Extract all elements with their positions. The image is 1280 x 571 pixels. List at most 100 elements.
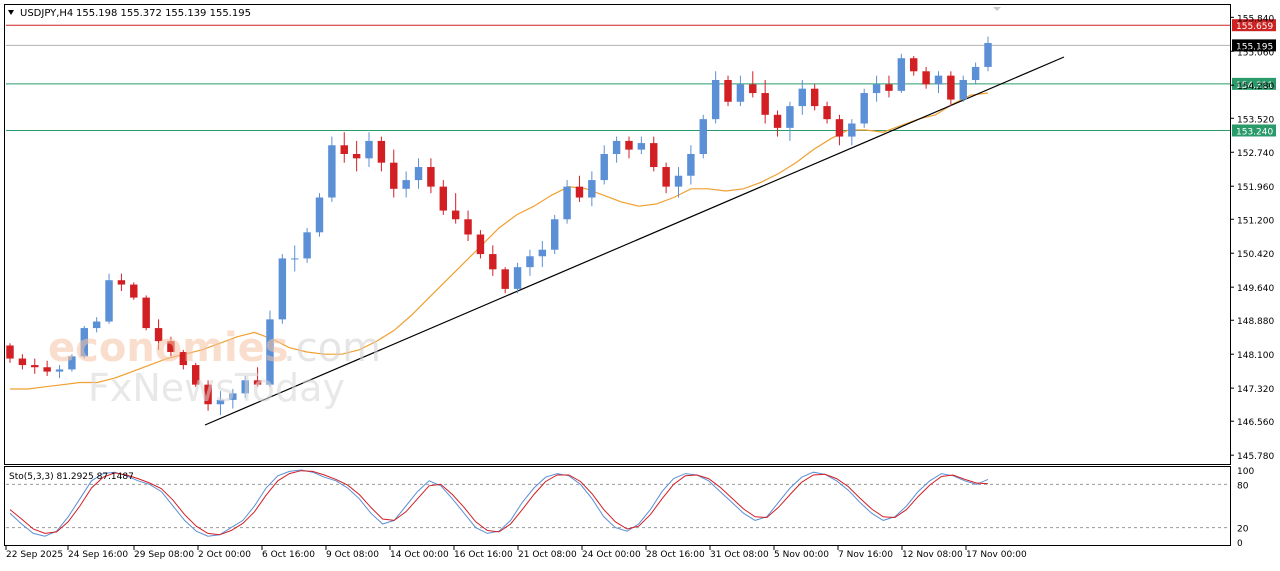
candle-body [340, 145, 348, 154]
candle-body [563, 186, 571, 220]
candle-body [823, 106, 831, 120]
candle-body [749, 84, 757, 94]
candle-body [550, 219, 559, 250]
x-axis-tick-label: 9 Oct 08:00 [326, 550, 379, 560]
candle-body [328, 145, 336, 198]
candle-body [105, 280, 113, 322]
svg-text:.com: .com [283, 325, 381, 371]
candle-body [68, 356, 76, 370]
x-axis-tick-label: 7 Nov 16:00 [838, 550, 893, 560]
price-level-tag-resistance [1232, 19, 1276, 32]
stochastic-plot-frame [4, 466, 1231, 546]
svg-text:economies: economies [48, 325, 289, 371]
candle-body [885, 84, 893, 91]
candle-body [315, 197, 324, 233]
candle-body [625, 140, 633, 150]
x-axis-tick-label: 16 Oct 16:00 [454, 550, 513, 560]
candle-body [848, 123, 856, 137]
candle-body [204, 384, 212, 405]
candle-body [43, 367, 51, 372]
candle-body [464, 219, 472, 235]
candle-body [291, 258, 299, 260]
price-level-label-support: 153.240 [1236, 127, 1273, 137]
x-axis-tick-label: 24 Sep 16:00 [68, 550, 128, 560]
candle-body [674, 175, 683, 187]
candle-body [810, 88, 819, 107]
candle-body [736, 84, 745, 102]
symbol-dropdown-icon[interactable] [8, 10, 14, 15]
window-scroll-marker-icon[interactable] [993, 7, 1001, 11]
candle-body [860, 93, 868, 124]
svg-text:FxNewsToday: FxNewsToday [88, 366, 345, 410]
x-axis-tick-label: 31 Oct 08:00 [710, 550, 769, 560]
candle-body [934, 75, 943, 85]
candle-body [501, 269, 509, 289]
candle-body [377, 140, 386, 163]
candle-body [390, 162, 398, 189]
y-axis-tick-label: 145.780 [1237, 452, 1274, 462]
price-level-label-support: 154.311 [1236, 81, 1273, 91]
candle-body [637, 143, 646, 150]
candle-body [984, 42, 992, 67]
y-axis-tick-label: 152.740 [1237, 149, 1274, 159]
x-axis-tick-label: 22 Sep 2025 [6, 550, 63, 560]
candle-body [303, 232, 311, 259]
y-axis-tick-label: 155.060 [1237, 48, 1274, 58]
x-axis-tick-label: 17 Nov 00:00 [966, 550, 1027, 560]
x-axis-tick-label: 29 Sep 08:00 [134, 550, 194, 560]
candle-body [947, 75, 955, 100]
candle-body [92, 321, 101, 329]
candle-body [352, 153, 361, 159]
y-axis-tick-label: 151.200 [1237, 216, 1274, 226]
x-axis-tick-label: 21 Oct 08:00 [518, 550, 577, 560]
candle-body [142, 297, 150, 329]
y-axis-tick-label: 153.520 [1237, 115, 1274, 125]
candle-body [179, 352, 188, 366]
candle-body [167, 341, 175, 353]
candle-body [835, 119, 844, 137]
candle-body [476, 234, 485, 255]
candle-body [538, 249, 547, 257]
candle-body [6, 345, 14, 359]
candle-body [971, 66, 980, 80]
y-axis-tick-label: 146.560 [1237, 418, 1274, 428]
candle-body [18, 358, 27, 366]
watermark-logo: economies .com FxNewsToday [48, 325, 381, 410]
candle-body [612, 140, 621, 154]
candle-body [773, 114, 782, 128]
price-level-label-current: 155.195 [1236, 42, 1273, 52]
stochastic-y-tick-label: 80 [1237, 481, 1249, 491]
candle-body [117, 280, 126, 285]
candle-body [80, 328, 88, 357]
candle-body [897, 58, 906, 91]
x-axis-tick-label: 2 Oct 00:00 [198, 550, 251, 560]
candle-body [427, 167, 435, 187]
stochastic-y-tick-label: 100 [1237, 467, 1254, 477]
candle-body [414, 167, 423, 181]
y-axis-tick-label: 151.960 [1237, 183, 1274, 193]
candle-body [191, 365, 200, 385]
price-level-tag-current [1232, 39, 1276, 52]
y-axis-tick-label: 149.640 [1237, 284, 1274, 294]
candle-body [489, 254, 497, 270]
candle-body [278, 258, 287, 320]
x-axis-tick-label: 24 Oct 00:00 [582, 550, 641, 560]
symbol-label: USDJPY,H4 [20, 8, 73, 19]
candle-body [31, 365, 39, 368]
stochastic-label: Sto(5,3,3) 81.2925 87.1487 [9, 472, 134, 482]
candle-body [600, 153, 608, 181]
candle-body [761, 93, 769, 115]
candle-body [872, 84, 881, 94]
y-axis-tick-label: 147.320 [1237, 385, 1274, 395]
candle-body [575, 186, 584, 198]
price-level-tag-support [1232, 77, 1276, 90]
candle-body [154, 328, 163, 342]
y-axis-tick-label: 148.880 [1237, 317, 1274, 327]
candle-body [687, 153, 695, 176]
y-axis-tick-label: 155.840 [1237, 14, 1274, 24]
x-axis-tick-label: 12 Nov 08:00 [902, 550, 963, 560]
candle-body [229, 393, 237, 400]
y-axis-tick-label: 154.280 [1237, 82, 1274, 92]
x-axis-tick-label: 5 Nov 00:00 [774, 550, 829, 560]
